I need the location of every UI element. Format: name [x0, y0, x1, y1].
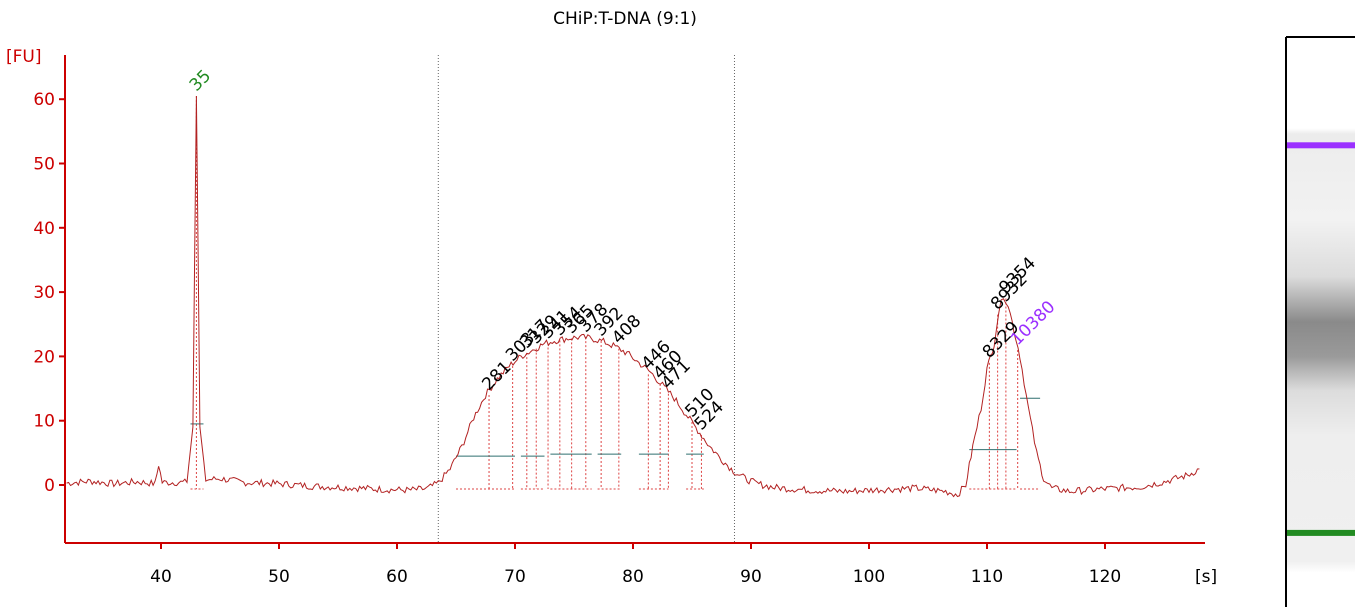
x-axis-unit: [s]: [1195, 567, 1217, 587]
gel-lane-background: [1286, 37, 1355, 607]
y-tick-label: 40: [33, 219, 55, 239]
gel-band-lower-marker: [1287, 529, 1355, 536]
x-ticks: 40 50 60 70 80 90 100 110 120: [150, 543, 1121, 587]
x-tick-label: 100: [853, 567, 885, 587]
x-tick-label: 70: [504, 567, 526, 587]
gel-lane-image: [1285, 36, 1355, 607]
y-tick-label: 20: [33, 347, 55, 367]
x-tick-label: 50: [268, 567, 290, 587]
gel-band-upper-marker: [1287, 142, 1355, 149]
x-tick-label: 120: [1089, 567, 1121, 587]
plot-area: [66, 55, 1200, 543]
x-tick-label: 110: [971, 567, 1003, 587]
x-tick-label: 80: [622, 567, 644, 587]
peak-labels: 3528130331732934135436537839240844646047…: [186, 66, 1060, 434]
x-tick-label: 90: [740, 567, 762, 587]
y-tick-label: 50: [33, 155, 55, 175]
y-axis-unit: [FU]: [6, 47, 42, 67]
x-tick-label: 40: [150, 567, 172, 587]
chart-title: CHiP:T-DNA (9:1): [553, 9, 697, 29]
y-tick-label: 0: [44, 476, 55, 496]
series-trace: [66, 95, 1200, 498]
y-tick-label: 30: [33, 283, 55, 303]
peak-label-35: 35: [186, 66, 215, 95]
y-tick-label: 60: [33, 90, 55, 110]
y-tick-label: 10: [33, 412, 55, 432]
x-tick-label: 60: [386, 567, 408, 587]
peak-label-281: 281: [478, 357, 515, 394]
y-ticks: 0 10 20 30 40 50 60: [33, 90, 65, 496]
